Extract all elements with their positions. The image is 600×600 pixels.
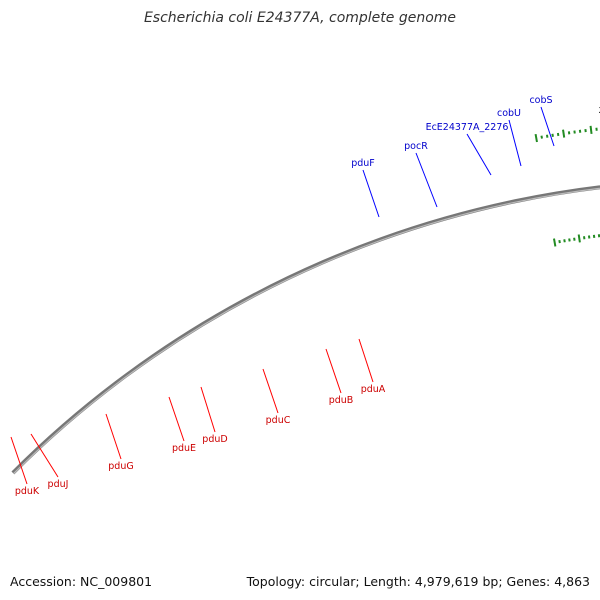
outer-tick — [589, 125, 593, 134]
leader-pduF — [362, 169, 380, 218]
gene-label-pduE: pduE — [172, 443, 196, 454]
leader-cobS — [540, 106, 555, 147]
leader-pduE — [168, 396, 185, 442]
inner-tick — [577, 234, 581, 243]
gene-label-pduG: pduG — [108, 461, 133, 472]
leader-cobU — [508, 119, 522, 167]
gene-label-pduD: pduD — [202, 434, 227, 445]
leader-pduK — [10, 436, 28, 485]
leader-pduJ — [30, 433, 59, 478]
gene-labels: cobS cobU EcE24377A_2276 pocR pduF pduA pduB pd… — [10, 95, 555, 497]
gene-label-EcE24377A_2276: EcE24377A_2276 — [426, 122, 509, 133]
leader-pduD — [200, 386, 216, 433]
gene-label-pduA: pduA — [361, 384, 386, 395]
gene-label-cobU: cobU — [497, 108, 521, 119]
leader-pduG — [105, 413, 122, 460]
gene-label-pduB: pduB — [329, 395, 354, 406]
gene-label-pduC: pduC — [266, 415, 291, 426]
map-title: Escherichia coli E24377A, complete genom… — [144, 10, 456, 26]
backbone-highlight — [13, 187, 600, 475]
inner-tick — [558, 239, 561, 244]
outer-tick — [534, 133, 538, 143]
gene-label-pduJ: pduJ — [48, 479, 69, 490]
leader-pduC — [262, 368, 279, 414]
accession-text: Accession: NC_009801 — [10, 574, 152, 589]
genome-backbone — [11, 185, 600, 475]
leader-pduA — [358, 338, 374, 383]
outer-tick — [562, 129, 566, 138]
kbp-label: 2253 kbp — [598, 106, 600, 115]
inner-tick — [553, 238, 557, 247]
gene-label-cobS: cobS — [529, 95, 552, 106]
leader-pocR — [415, 152, 438, 208]
gene-label-pduF: pduF — [351, 158, 375, 169]
kbp-scale: 2243 kbp2244 kbp2245 kbp2246 kbp2247 kbp… — [534, 106, 600, 247]
gene-label-pduK: pduK — [15, 486, 40, 497]
gene-label-pocR: pocR — [404, 141, 428, 152]
genome-summary-text: Topology: circular; Length: 4,979,619 bp… — [246, 574, 590, 589]
backbone-arc — [11, 185, 600, 475]
outer-tick — [540, 135, 543, 139]
leader-pduB — [325, 348, 342, 394]
leader-EcE24377A_2276 — [466, 133, 492, 176]
